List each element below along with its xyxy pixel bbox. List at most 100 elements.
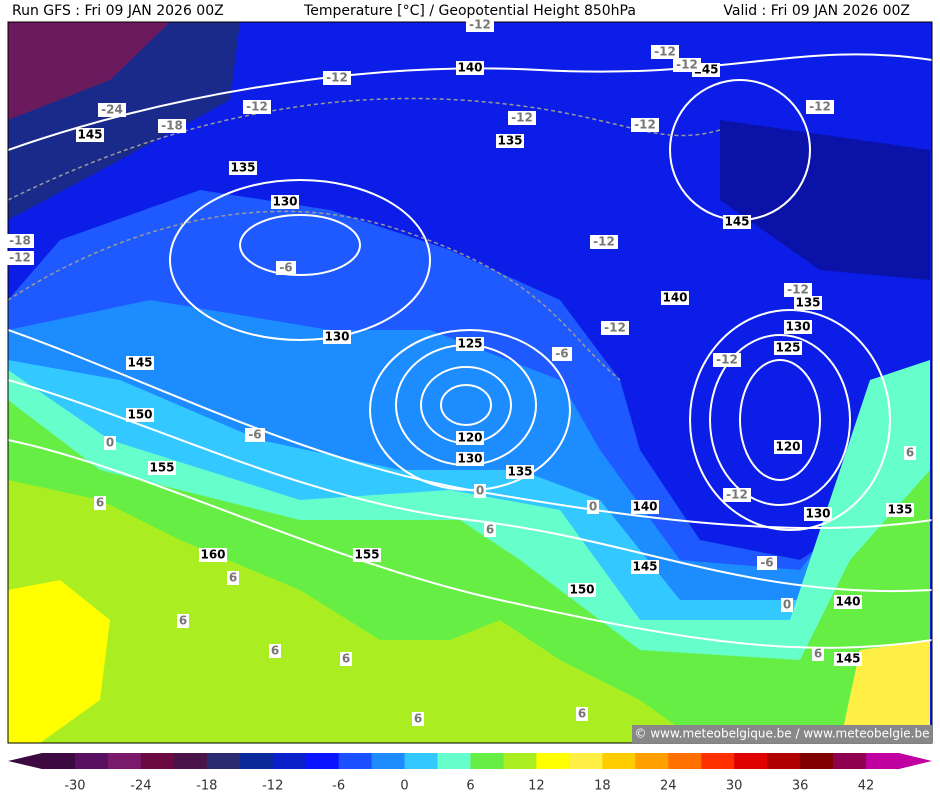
temperature-label: 6	[814, 647, 822, 661]
temperature-label: -6	[555, 347, 568, 361]
height-label-bg	[126, 356, 154, 370]
temperature-label-bg	[466, 18, 494, 32]
temperature-label: -12	[604, 321, 626, 335]
watermark-box	[632, 725, 932, 743]
height-label: 150	[127, 408, 152, 422]
temperature-label: -18	[161, 119, 183, 133]
temperature-label: 6	[96, 496, 104, 510]
height-label: 125	[775, 341, 800, 355]
temperature-label-bg	[601, 321, 629, 335]
colorbar-label: 24	[660, 779, 677, 794]
height-label: 160	[200, 548, 225, 562]
temperature-label-bg	[158, 119, 186, 133]
colorbar-label: -6	[332, 779, 345, 794]
temperature-label: -6	[279, 261, 292, 275]
colorbar-swatch	[107, 753, 142, 769]
temperature-label: 6	[229, 571, 237, 585]
colorbar-label: 18	[594, 779, 611, 794]
temperature-label: -12	[511, 111, 533, 125]
height-label-bg	[456, 337, 484, 351]
height-label: 135	[230, 161, 255, 175]
temperature-label-bg	[587, 500, 599, 514]
colorbar-label: -18	[196, 779, 217, 794]
height-label: 150	[569, 583, 594, 597]
temperature-label: 0	[589, 500, 597, 514]
temperature-label-bg	[94, 496, 106, 510]
temperature-label-bg	[723, 488, 751, 502]
temperature-label-bg	[781, 598, 793, 612]
height-label-bg	[76, 128, 104, 142]
height-label: 130	[324, 330, 349, 344]
colorbar-swatch	[569, 753, 603, 769]
temperature-label: 0	[106, 436, 114, 450]
temperature-label: -12	[593, 235, 615, 249]
height-label-bg	[794, 296, 822, 310]
temperature-label: 6	[906, 446, 914, 460]
temperature-label-bg	[713, 353, 741, 367]
temperature-label: -18	[9, 234, 31, 248]
temperature-label-bg	[227, 571, 239, 585]
height-label-bg	[834, 595, 862, 609]
temperature-label: 6	[179, 614, 187, 628]
height-label-bg	[126, 408, 154, 422]
height-label-bg	[723, 215, 751, 229]
temperature-label: 0	[476, 484, 484, 498]
colorbar-swatch	[42, 753, 76, 769]
height-label-bg	[199, 548, 227, 562]
colorbar-swatch	[272, 753, 307, 769]
height-label: 120	[775, 440, 800, 454]
temperature-label: -12	[809, 100, 831, 114]
colorbar-label: 0	[400, 779, 408, 794]
watermark: © www.meteobelgique.be / www.meteobelgie…	[635, 727, 930, 741]
colorbar-swatch	[173, 753, 208, 769]
temperature-label: -6	[248, 428, 261, 442]
temperature-label: -24	[101, 103, 123, 117]
height-label-bg	[323, 330, 351, 344]
temperature-label-bg	[412, 712, 424, 726]
colorbar-label: 30	[726, 779, 743, 794]
colorbar-swatch	[338, 753, 373, 769]
temperature-label-bg	[474, 484, 486, 498]
colorbar-swatch	[404, 753, 439, 769]
map	[8, 22, 932, 743]
temperature-label: -12	[654, 45, 676, 59]
temperature-label-bg	[590, 235, 618, 249]
height-label: 140	[835, 595, 860, 609]
temperature-label: -12	[716, 353, 738, 367]
temperature-label-bg	[323, 71, 351, 85]
temperature-label: 6	[271, 644, 279, 658]
map-title: Temperature [°C] / Geopotential Height 8…	[303, 3, 636, 19]
temperature-label-bg	[484, 523, 496, 537]
temperature-label-bg	[806, 100, 834, 114]
temperature-label-bg	[631, 118, 659, 132]
height-label: 135	[507, 465, 532, 479]
height-label-bg	[631, 560, 659, 574]
height-label: 130	[457, 452, 482, 466]
height-label-bg	[661, 291, 689, 305]
colorbar-label: 12	[528, 779, 545, 794]
height-label: 140	[632, 500, 657, 514]
temperature-label-bg	[552, 347, 572, 361]
temperature-label-bg	[508, 111, 536, 125]
temperature-label: 6	[342, 652, 350, 666]
colorbar-left-arrow	[8, 753, 42, 769]
colorbar-swatch	[305, 753, 340, 769]
height-label: 125	[457, 337, 482, 351]
height-label: 140	[457, 61, 482, 75]
colorbar-label: -30	[64, 779, 85, 794]
height-label-bg	[456, 61, 484, 75]
colorbar-swatch	[701, 753, 735, 769]
colorbar-swatch	[503, 753, 537, 769]
temperature-label-bg	[757, 556, 777, 570]
temperature-label-bg	[673, 58, 701, 72]
height-label-bg	[834, 652, 862, 666]
colorbar-swatch	[206, 753, 241, 769]
height-label: 155	[354, 548, 379, 562]
height-label-bg	[804, 507, 832, 521]
height-label: 135	[887, 503, 912, 517]
colorbar-label: 6	[466, 779, 474, 794]
temperature-label-bg	[177, 614, 189, 628]
temperature-label-bg	[269, 644, 281, 658]
colorbar-label: -12	[262, 779, 283, 794]
